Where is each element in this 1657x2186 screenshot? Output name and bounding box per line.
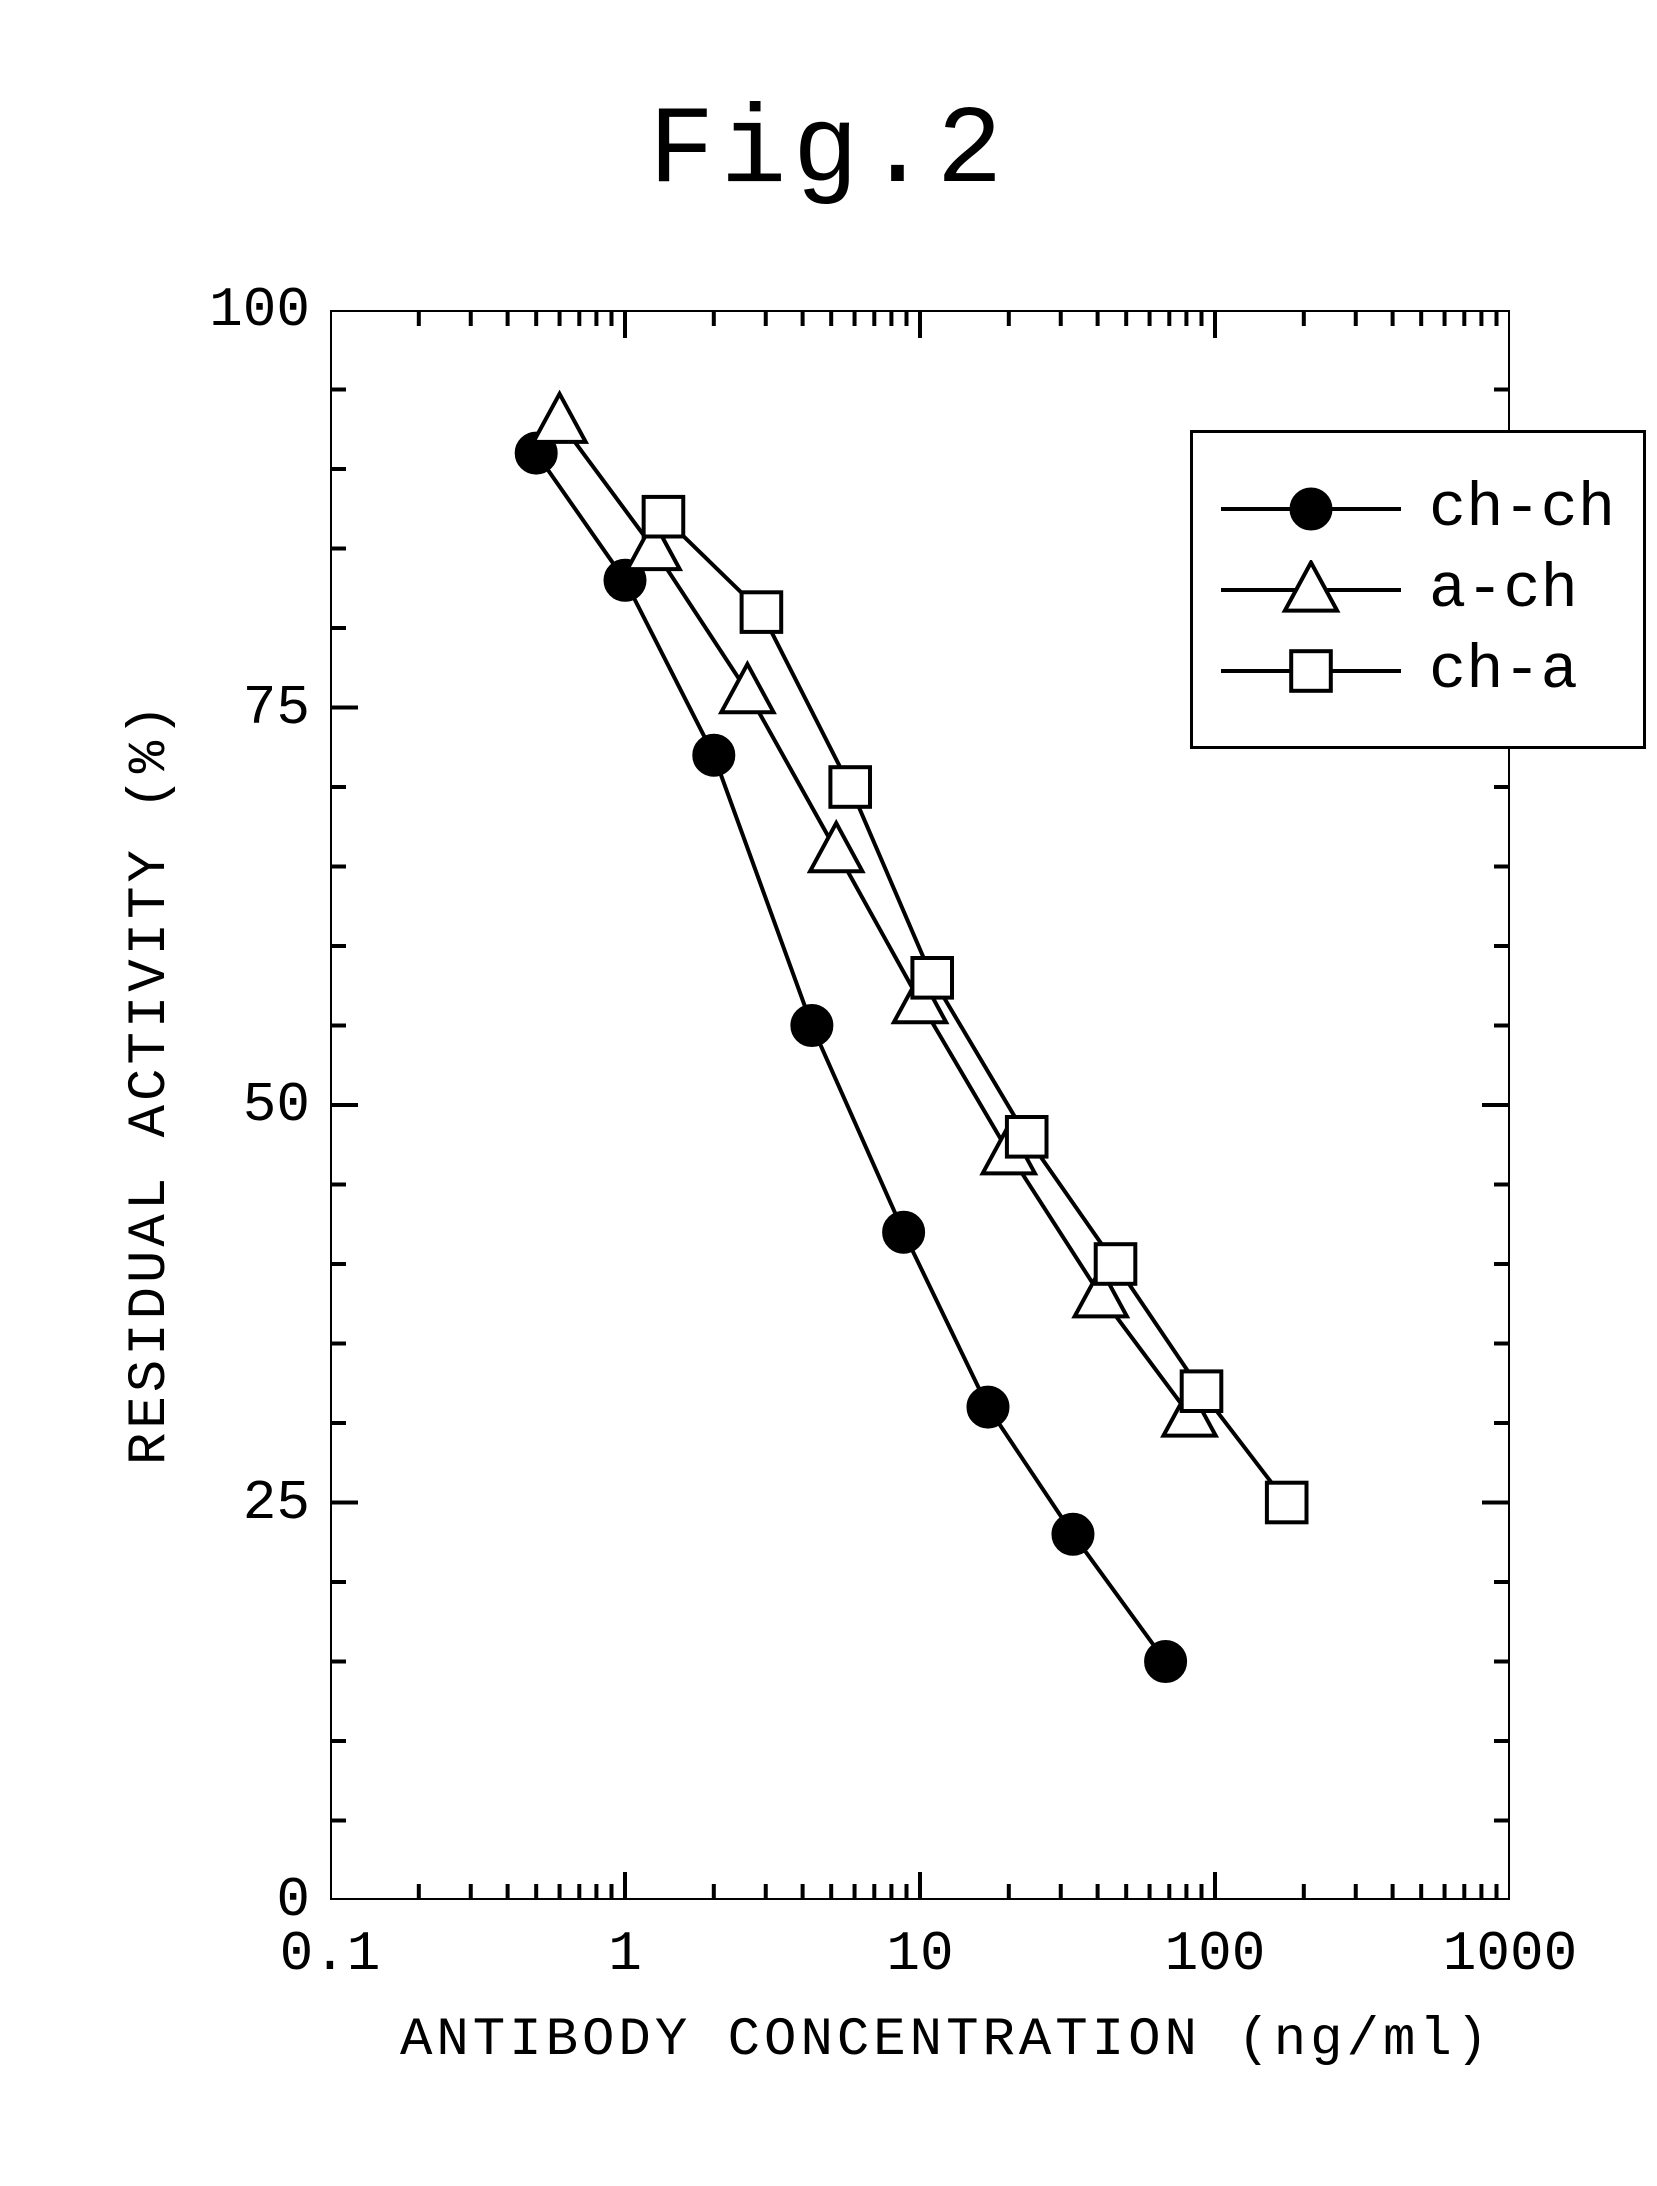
legend-marker-a-ch: [1221, 560, 1401, 620]
legend-item: ch-a: [1221, 635, 1615, 706]
y-tick-label: 25: [170, 1471, 310, 1535]
legend-box: ch-ch a-ch ch-a: [1190, 430, 1646, 749]
figure-title: Fig.2: [0, 90, 1657, 215]
legend-item: a-ch: [1221, 554, 1615, 625]
legend-label: ch-a: [1429, 635, 1578, 706]
legend-marker-ch-ch: [1221, 479, 1401, 539]
y-tick-label: 0: [170, 1868, 310, 1932]
x-axis-label: ANTIBODY CONCENTRATION (ng/ml): [400, 2010, 1440, 2071]
legend-marker-ch-a: [1221, 641, 1401, 701]
x-tick-label: 1000: [1410, 1922, 1610, 1986]
y-tick-label: 75: [170, 676, 310, 740]
x-tick-label: 10: [820, 1922, 1020, 1986]
legend-label: a-ch: [1429, 554, 1578, 625]
x-tick-label: 100: [1115, 1922, 1315, 1986]
legend-label: ch-ch: [1429, 473, 1615, 544]
y-tick-label: 50: [170, 1073, 310, 1137]
x-tick-label: 1: [525, 1922, 725, 1986]
y-tick-label: 100: [170, 278, 310, 342]
legend-item: ch-ch: [1221, 473, 1615, 544]
